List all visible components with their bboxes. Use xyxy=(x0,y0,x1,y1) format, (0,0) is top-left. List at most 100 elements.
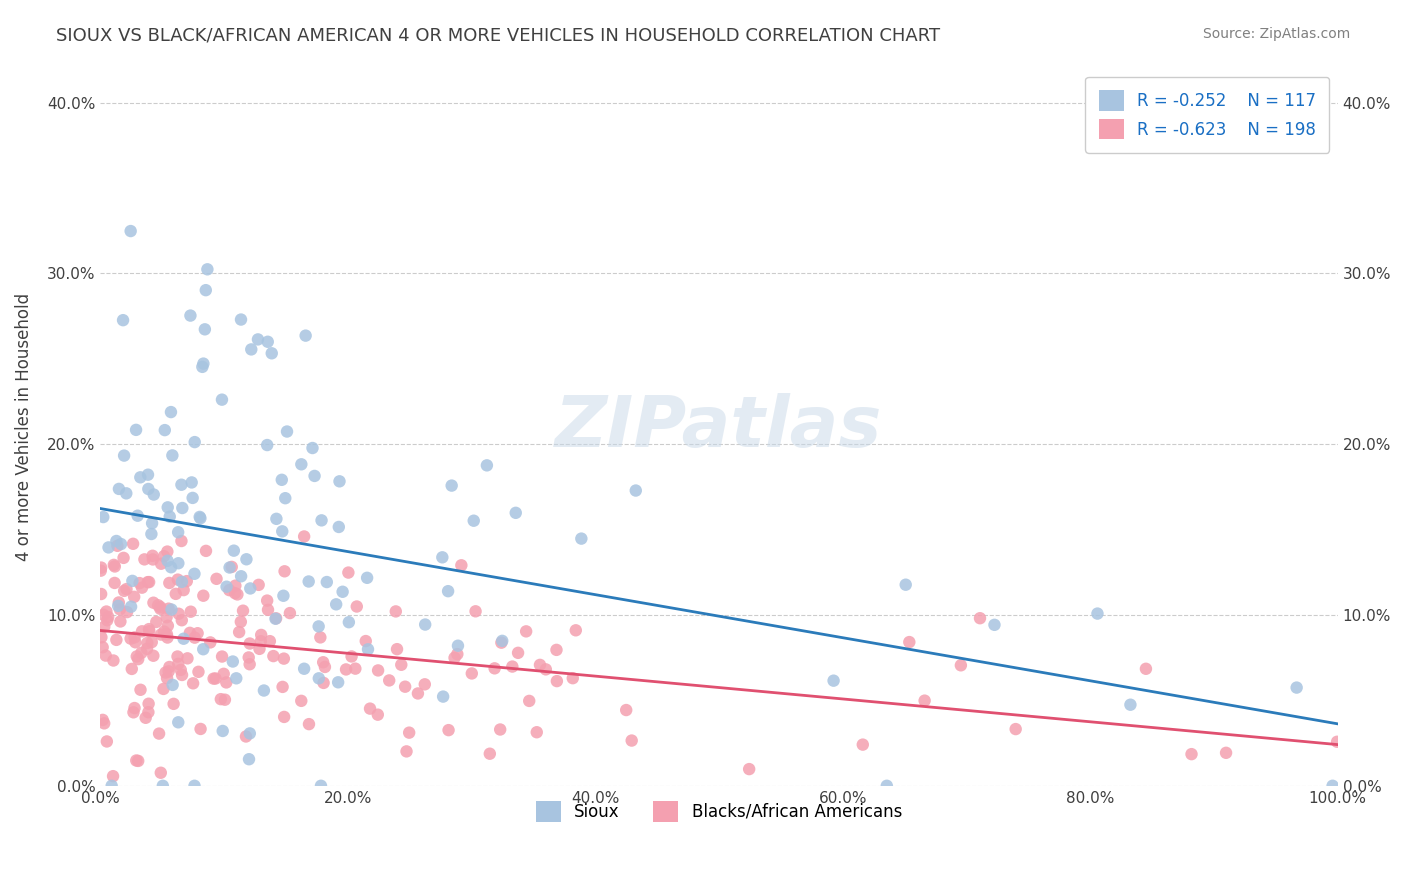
Point xyxy=(225,671,247,685)
Point xyxy=(569,532,592,546)
Point xyxy=(222,543,245,558)
Point xyxy=(253,683,276,698)
Point xyxy=(193,357,215,371)
Point xyxy=(121,662,143,676)
Point xyxy=(138,624,160,639)
Point xyxy=(173,632,195,646)
Point xyxy=(162,697,184,711)
Point xyxy=(534,662,557,676)
Point xyxy=(156,671,179,685)
Point xyxy=(179,625,201,640)
Point xyxy=(156,610,179,624)
Point xyxy=(432,550,454,565)
Point xyxy=(104,576,127,591)
Point xyxy=(475,458,498,473)
Point xyxy=(276,425,298,439)
Point xyxy=(229,615,252,629)
Point xyxy=(181,491,204,505)
Point xyxy=(183,566,205,581)
Point xyxy=(180,605,202,619)
Point xyxy=(141,516,163,531)
Point xyxy=(173,583,195,598)
Point xyxy=(138,482,160,496)
Point xyxy=(914,693,936,707)
Point xyxy=(127,652,149,666)
Point xyxy=(983,617,1005,632)
Point xyxy=(259,634,281,648)
Point xyxy=(218,583,240,598)
Point xyxy=(239,582,262,596)
Point xyxy=(437,723,460,738)
Point xyxy=(211,392,233,407)
Point xyxy=(257,603,280,617)
Point xyxy=(107,599,129,613)
Point xyxy=(90,587,112,601)
Point xyxy=(440,478,463,492)
Point xyxy=(138,622,160,636)
Point xyxy=(211,649,233,664)
Point xyxy=(193,642,215,657)
Point xyxy=(183,779,205,793)
Point xyxy=(90,630,112,644)
Point xyxy=(344,662,367,676)
Point xyxy=(308,671,330,685)
Point xyxy=(112,550,135,565)
Point xyxy=(136,641,159,656)
Point xyxy=(148,726,170,740)
Point xyxy=(97,610,120,624)
Point xyxy=(131,624,153,639)
Point xyxy=(157,660,180,674)
Point xyxy=(170,477,193,491)
Point xyxy=(165,587,187,601)
Point xyxy=(125,423,148,437)
Point xyxy=(152,681,174,696)
Point xyxy=(273,564,295,578)
Point xyxy=(181,676,204,690)
Point xyxy=(1180,747,1202,761)
Point xyxy=(131,581,153,595)
Point xyxy=(506,646,529,660)
Point xyxy=(155,665,177,680)
Point xyxy=(138,697,160,711)
Point xyxy=(93,716,115,731)
Point xyxy=(218,560,240,574)
Point xyxy=(160,602,183,616)
Point xyxy=(204,672,226,686)
Point xyxy=(298,717,321,731)
Point xyxy=(112,583,135,598)
Point xyxy=(156,500,179,515)
Point xyxy=(367,664,389,678)
Point xyxy=(200,635,222,649)
Point xyxy=(238,650,260,665)
Point xyxy=(142,648,165,663)
Point xyxy=(129,682,152,697)
Point xyxy=(505,506,527,520)
Point xyxy=(167,657,190,671)
Point xyxy=(292,529,315,543)
Point xyxy=(187,665,209,679)
Point xyxy=(103,653,125,667)
Point xyxy=(246,332,269,346)
Point xyxy=(162,449,184,463)
Point xyxy=(311,513,333,527)
Point xyxy=(389,657,412,672)
Point xyxy=(107,595,129,609)
Point xyxy=(1119,698,1142,712)
Point xyxy=(183,631,205,645)
Point xyxy=(229,312,252,326)
Point xyxy=(290,694,312,708)
Point xyxy=(292,662,315,676)
Point xyxy=(478,747,501,761)
Point xyxy=(367,707,389,722)
Point xyxy=(115,486,138,500)
Point xyxy=(491,635,513,649)
Point xyxy=(501,659,523,673)
Point xyxy=(127,508,149,523)
Point xyxy=(103,558,125,572)
Point xyxy=(413,617,436,632)
Point xyxy=(738,762,761,776)
Point xyxy=(153,549,176,564)
Point xyxy=(309,779,332,793)
Point xyxy=(894,577,917,591)
Point xyxy=(167,715,190,730)
